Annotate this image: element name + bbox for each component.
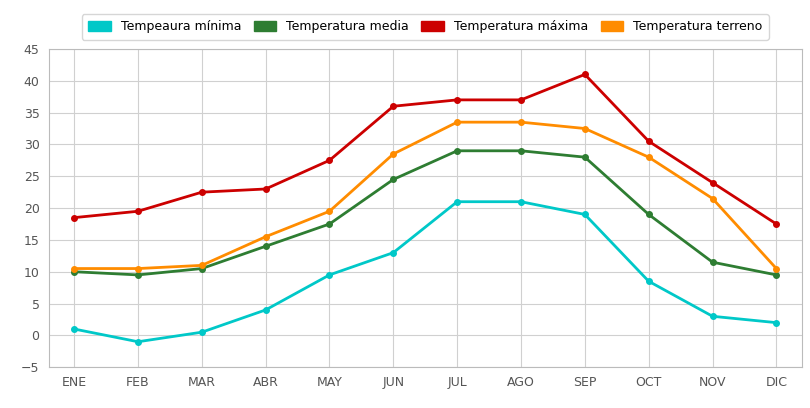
Legend: Tempeaura mínima, Temperatura media, Temperatura máxima, Temperatura terreno: Tempeaura mínima, Temperatura media, Tem…: [82, 14, 769, 40]
